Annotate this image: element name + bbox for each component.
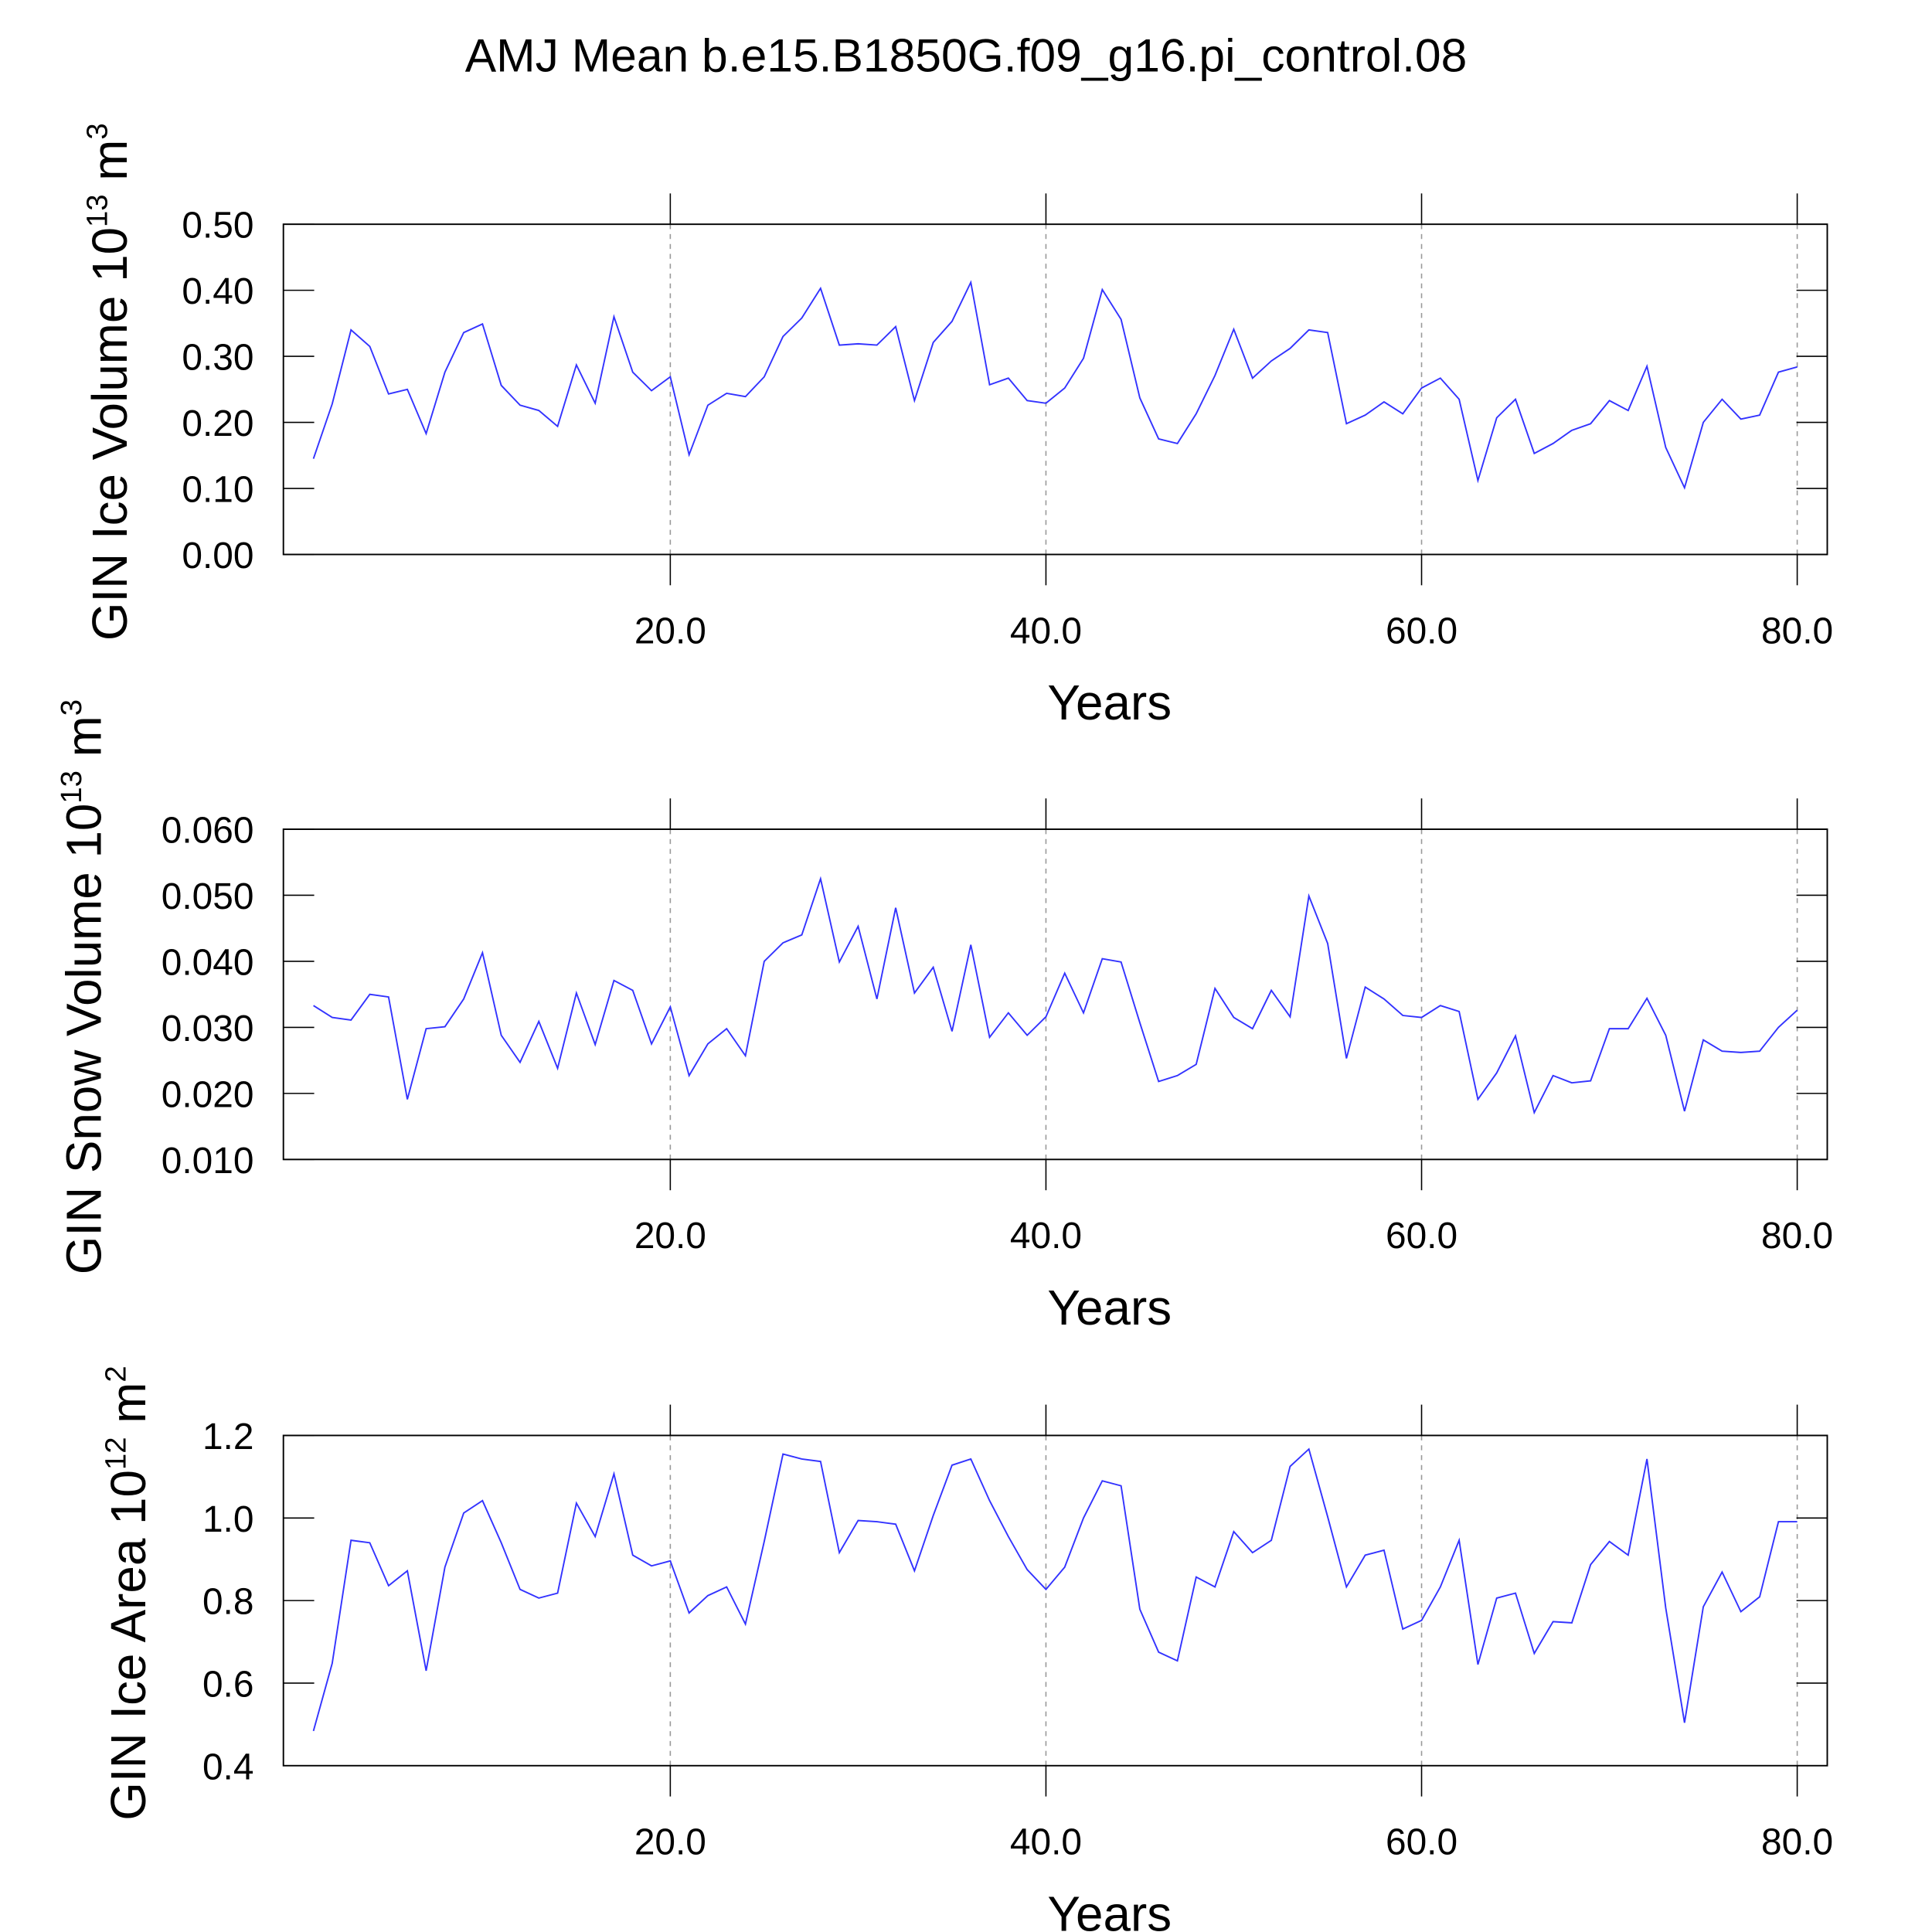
plot-frame <box>282 1434 1828 1767</box>
y-axis-title-part: GIN Snow Volume 10 <box>56 804 112 1275</box>
x-tick-label: 80.0 <box>1761 1822 1833 1863</box>
y-axis-title-exponent: 13 <box>81 194 114 227</box>
x-axis-title: Years <box>1047 1886 1172 1932</box>
y-axis-title-part: GIN Ice Volume 10 <box>82 227 138 641</box>
y-tick-label: 0.20 <box>182 403 253 444</box>
x-tick-label: 80.0 <box>1761 611 1833 651</box>
data-line <box>313 876 1798 1115</box>
y-tick-label: 0.10 <box>182 470 253 511</box>
x-tick-label: 40.0 <box>1010 1216 1082 1257</box>
x-axis-title: Years <box>1047 675 1172 730</box>
y-axis-title-part: m <box>82 140 138 195</box>
data-line <box>312 280 1798 490</box>
x-tick-label: 60.0 <box>1386 1822 1458 1863</box>
x-tick-label: 40.0 <box>1010 1822 1082 1863</box>
x-tick-label: 80.0 <box>1761 1216 1833 1257</box>
y-axis-title-exponent: 3 <box>55 699 88 716</box>
y-tick-label: 0.050 <box>162 876 254 917</box>
x-tick-label: 20.0 <box>634 1822 706 1863</box>
y-axis-title-exponent: 13 <box>55 770 88 804</box>
y-tick-label: 0.030 <box>162 1009 254 1049</box>
y-tick-label: 0.50 <box>182 206 253 247</box>
y-tick-label: 0.020 <box>162 1074 254 1115</box>
y-tick-label: 0.6 <box>202 1664 254 1705</box>
x-tick-label: 40.0 <box>1010 611 1082 651</box>
y-axis-title-part: m <box>56 716 112 770</box>
y-tick-label: 0.060 <box>162 811 254 852</box>
y-axis-title: GIN Ice Area 1012 m2 <box>100 1366 157 1820</box>
y-tick-label: 0.8 <box>202 1582 254 1623</box>
x-tick-label: 20.0 <box>634 611 706 651</box>
y-tick-label: 0.4 <box>202 1747 254 1787</box>
y-axis-title: GIN Ice Volume 1013 m3 <box>81 123 138 641</box>
y-axis-title-exponent: 2 <box>100 1366 133 1382</box>
y-tick-label: 1.2 <box>202 1417 254 1458</box>
y-tick-label: 0.040 <box>162 942 254 983</box>
y-axis-title-part: m <box>100 1383 156 1437</box>
y-tick-label: 0.00 <box>182 536 253 577</box>
y-axis-title: GIN Snow Volume 1013 m3 <box>55 699 112 1274</box>
x-tick-label: 20.0 <box>634 1216 706 1257</box>
y-axis-title-part: GIN Ice Area 10 <box>100 1470 156 1821</box>
chart-title: AMJ Mean b.e15.B1850G.f09_g16.pi_control… <box>465 29 1468 81</box>
y-tick-label: 0.40 <box>182 271 253 312</box>
y-axis-title-exponent: 12 <box>100 1437 133 1470</box>
y-axis-title-exponent: 3 <box>81 123 114 139</box>
plot-frame <box>282 828 1828 1161</box>
x-axis-title: Years <box>1047 1280 1172 1335</box>
y-tick-label: 0.010 <box>162 1141 254 1182</box>
data-line <box>312 1447 1798 1732</box>
y-tick-label: 1.0 <box>202 1499 254 1540</box>
x-tick-label: 60.0 <box>1386 611 1458 651</box>
plot-frame <box>282 223 1828 556</box>
y-tick-label: 0.30 <box>182 338 253 379</box>
x-tick-label: 60.0 <box>1386 1216 1458 1257</box>
